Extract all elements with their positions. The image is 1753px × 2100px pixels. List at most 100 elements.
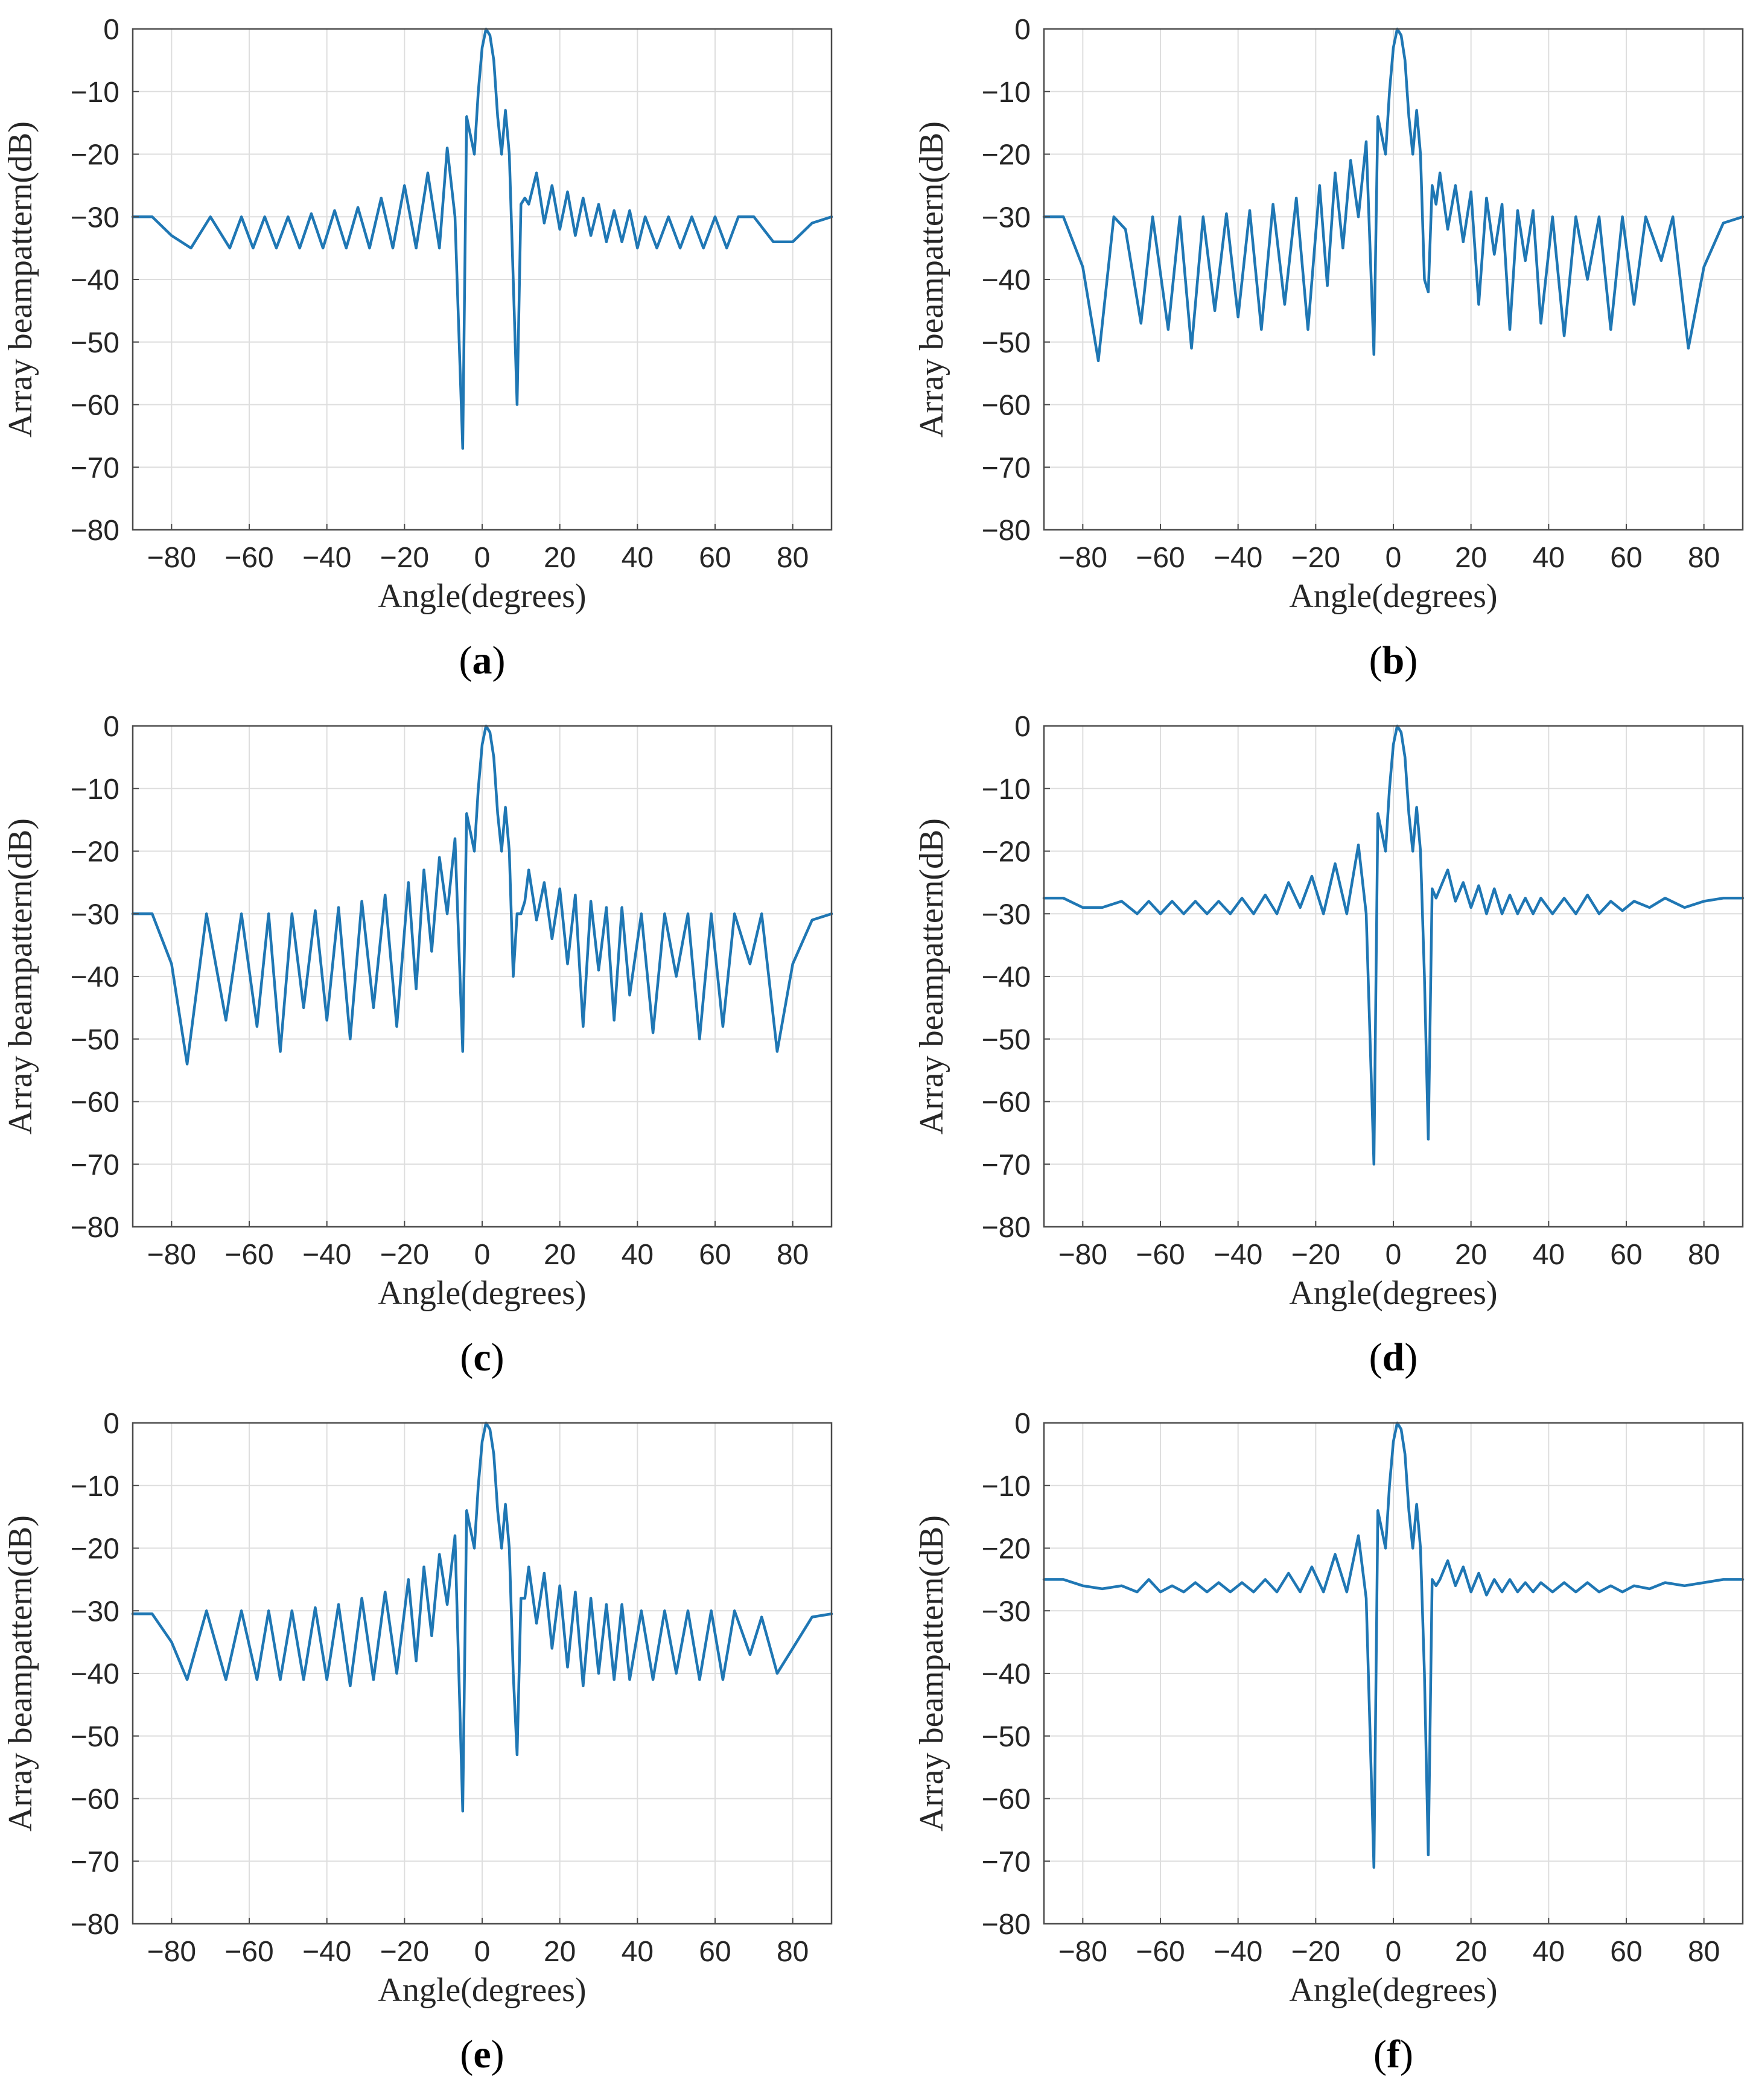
x-tick-label: 40 [622,1936,654,1968]
caption-close-paren: ) [491,1335,504,1379]
x-tick-label: −20 [1291,1239,1340,1271]
x-tick-label: −60 [224,1239,273,1271]
x-tick-label: −80 [1058,542,1107,574]
y-tick-label: −80 [982,515,1031,547]
x-tick-label: −40 [1214,542,1262,574]
x-tick-label: −20 [380,1239,429,1271]
caption-letter: c [473,1335,491,1379]
y-axis-label: Array beampattern(dB) [2,121,39,438]
x-axis-label: Angle(degrees) [378,578,586,615]
y-tick-label: −80 [71,1212,119,1244]
y-tick-label: 0 [103,14,119,46]
x-tick-label: −60 [1136,1239,1185,1271]
y-tick-label: −30 [71,899,119,931]
caption-open-paren: ( [1369,1335,1382,1379]
x-tick-label: −60 [1136,542,1185,574]
caption-letter: e [473,2032,491,2076]
y-tick-label: −20 [71,139,119,171]
y-tick-label: −30 [982,899,1031,931]
x-tick-label: 80 [777,1936,809,1968]
y-tick-label: −30 [982,1596,1031,1628]
y-axis-label: Array beampattern(dB) [2,1515,39,1831]
x-tick-label: 60 [699,1936,731,1968]
caption-close-paren: ) [1404,1335,1417,1379]
x-tick-label: 60 [699,1239,731,1271]
x-tick-label: 0 [1386,542,1402,574]
caption-letter: b [1382,638,1405,682]
x-tick-label: 80 [1688,1936,1720,1968]
y-tick-label: −30 [982,202,1031,234]
chart-panel-c: −80 −60 −40 −20 0 20 40 60 80 0 −10 −20 −30 −40 −50 −60… [2,711,833,1379]
y-axis-label: Array beampattern(dB) [913,818,950,1134]
y-tick-label: −10 [982,77,1031,109]
caption-close-paren: ) [1404,638,1417,682]
caption-close-paren: ) [1400,2032,1413,2076]
x-tick-label: 0 [474,542,491,574]
y-axis-label: Array beampattern(dB) [913,121,950,438]
chart-panel-e: −80 −60 −40 −20 0 20 40 60 80 0 −10 −20 −30 −40 −50 −60… [2,1408,833,2076]
x-tick-label: 60 [1610,1936,1642,1968]
y-tick-label: −80 [982,1909,1031,1941]
y-tick-label: 0 [1014,14,1031,46]
x-tick-label: 60 [1610,542,1642,574]
y-tick-label: 0 [103,711,119,743]
caption-open-paren: ( [460,2032,473,2076]
y-tick-label: −40 [982,264,1031,296]
x-tick-label: 0 [474,1936,491,1968]
y-tick-label: −60 [982,390,1031,422]
y-tick-label: 0 [1014,711,1031,743]
y-tick-label: −20 [982,836,1031,868]
x-tick-label: 20 [1455,542,1487,574]
x-tick-label: −80 [147,1936,196,1968]
caption-open-paren: ( [1369,638,1382,682]
y-tick-label: −10 [71,774,119,806]
caption-letter: f [1387,2032,1401,2076]
x-tick-label: −40 [1214,1239,1262,1271]
caption-letter: d [1382,1335,1405,1379]
panel-caption: (b) [1369,638,1418,682]
x-tick-label: −80 [147,1239,196,1271]
x-tick-label: −20 [1291,1936,1340,1968]
panel-caption: (f) [1373,2032,1413,2076]
y-tick-label: 0 [103,1408,119,1440]
y-tick-label: −80 [71,515,119,547]
y-tick-label: −60 [982,1784,1031,1816]
x-tick-label: 80 [1688,1239,1720,1271]
y-tick-label: −40 [71,961,119,993]
y-tick-label: −20 [71,1533,119,1565]
x-tick-label: −80 [1058,1239,1107,1271]
x-tick-label: 0 [1386,1239,1402,1271]
caption-letter: a [472,638,492,682]
x-tick-label: −80 [1058,1936,1107,1968]
x-tick-label: 40 [1533,1936,1565,1968]
y-tick-label: −20 [71,836,119,868]
chart-panel-b: −80 −60 −40 −20 0 20 40 60 80 0 −10 −20 −30 −40 −50 −60… [913,14,1745,682]
y-tick-label: −40 [982,961,1031,993]
y-tick-label: −80 [982,1212,1031,1244]
x-tick-label: −40 [1214,1936,1262,1968]
y-tick-label: −50 [982,1024,1031,1056]
y-axis-label: Array beampattern(dB) [913,1515,950,1831]
x-tick-label: 80 [777,1239,809,1271]
x-tick-label: −80 [147,542,196,574]
series-line-beampattern [1042,724,1745,1166]
y-tick-label: −20 [982,139,1031,171]
series-line-beampattern [1042,27,1745,363]
x-tick-label: −20 [1291,542,1340,574]
x-tick-label: 40 [622,542,654,574]
y-tick-label: −40 [71,1658,119,1690]
y-tick-label: −10 [982,774,1031,806]
y-tick-label: −30 [71,202,119,234]
panel-caption: (e) [460,2032,504,2076]
x-tick-label: −60 [224,1936,273,1968]
x-tick-label: 60 [699,542,731,574]
y-tick-label: −50 [71,327,119,359]
y-tick-label: −50 [982,1721,1031,1753]
x-axis-label: Angle(degrees) [378,1274,586,1312]
x-axis-label: Angle(degrees) [378,1971,586,2009]
y-tick-label: −50 [71,1024,119,1056]
y-tick-label: −60 [71,1087,119,1119]
y-tick-label: −20 [982,1533,1031,1565]
y-tick-label: −80 [71,1909,119,1941]
y-axis-label: Array beampattern(dB) [2,818,39,1134]
